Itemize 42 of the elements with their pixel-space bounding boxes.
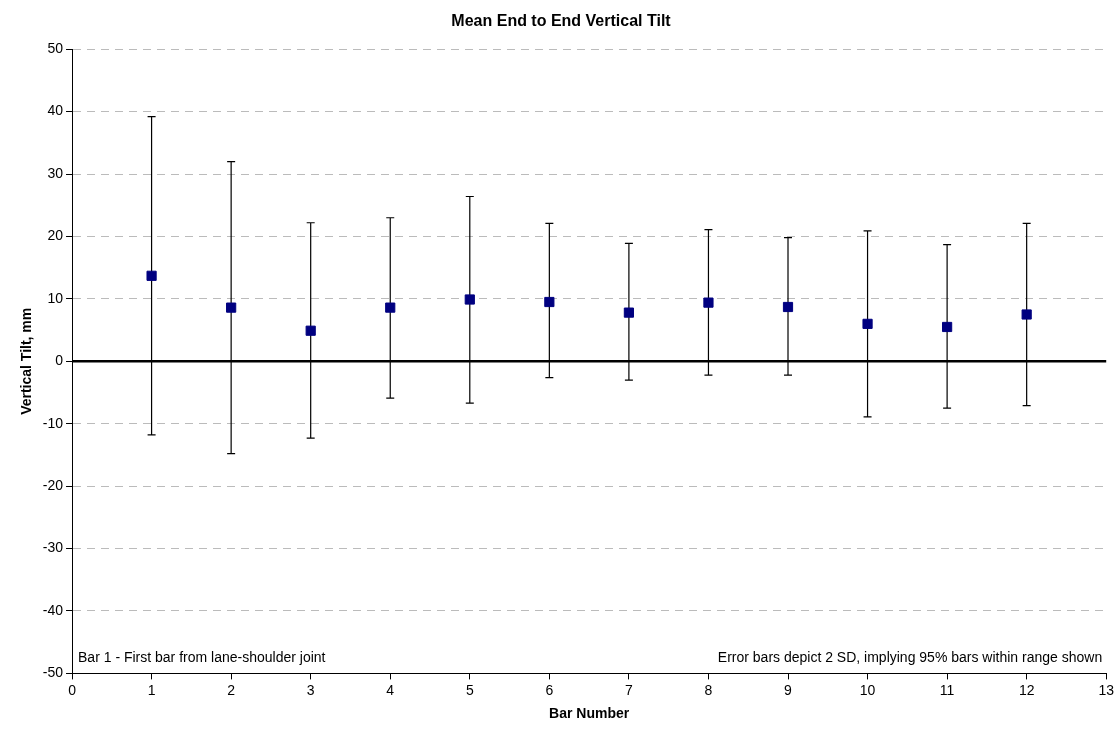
point [862, 318, 873, 329]
x-tick-label: 5 [465, 681, 474, 698]
y-tick-label: 10 [47, 289, 64, 306]
x-tick-label: 10 [859, 681, 876, 698]
y-tick-label: 30 [47, 164, 64, 181]
x-tick-label: 3 [306, 681, 315, 698]
y-tick-label: -10 [42, 414, 64, 431]
y-tick-label: -40 [42, 601, 64, 618]
point [782, 301, 794, 313]
x-tick-label: 0 [68, 681, 77, 698]
point [146, 270, 157, 281]
point [385, 302, 396, 313]
point [1021, 309, 1032, 320]
annotation: Bar 1 - First bar from lane-shoulder joint [78, 649, 326, 666]
x-tick-label: 8 [704, 681, 713, 698]
y-tick-label: -30 [42, 539, 64, 556]
x-tick-label: 2 [227, 681, 236, 698]
point [226, 302, 237, 313]
point [703, 297, 714, 308]
x-tick-label: 1 [147, 681, 156, 698]
x-tick-label: 6 [545, 681, 554, 698]
x-tick-label: 7 [625, 681, 633, 698]
x-axis-title: Bar Number [549, 705, 630, 722]
annotation: Error bars depict 2 SD, implying 95% bars within range shown [717, 649, 1103, 666]
y-tick-label: -20 [42, 477, 64, 493]
y-tick-label: -50 [42, 664, 64, 681]
point [942, 321, 953, 333]
x-tick-label: 12 [1018, 681, 1035, 698]
x-tick-label: 11 [939, 681, 955, 698]
y-tick-label: 40 [47, 102, 64, 119]
y-axis-title: Vertical Tilt, mm [18, 307, 35, 415]
point [623, 307, 634, 318]
point [305, 325, 316, 336]
chart-title: Mean End to End Vertical Tilt [451, 12, 672, 30]
x-tick-label: 13 [1098, 681, 1115, 698]
y-tick-label: 50 [47, 40, 64, 57]
y-tick-label: 20 [47, 227, 64, 244]
x-tick-label: 4 [386, 681, 395, 698]
x-tick-label: 9 [784, 681, 793, 698]
point [544, 296, 555, 308]
y-tick-label: 0 [55, 352, 64, 369]
point [464, 294, 475, 305]
